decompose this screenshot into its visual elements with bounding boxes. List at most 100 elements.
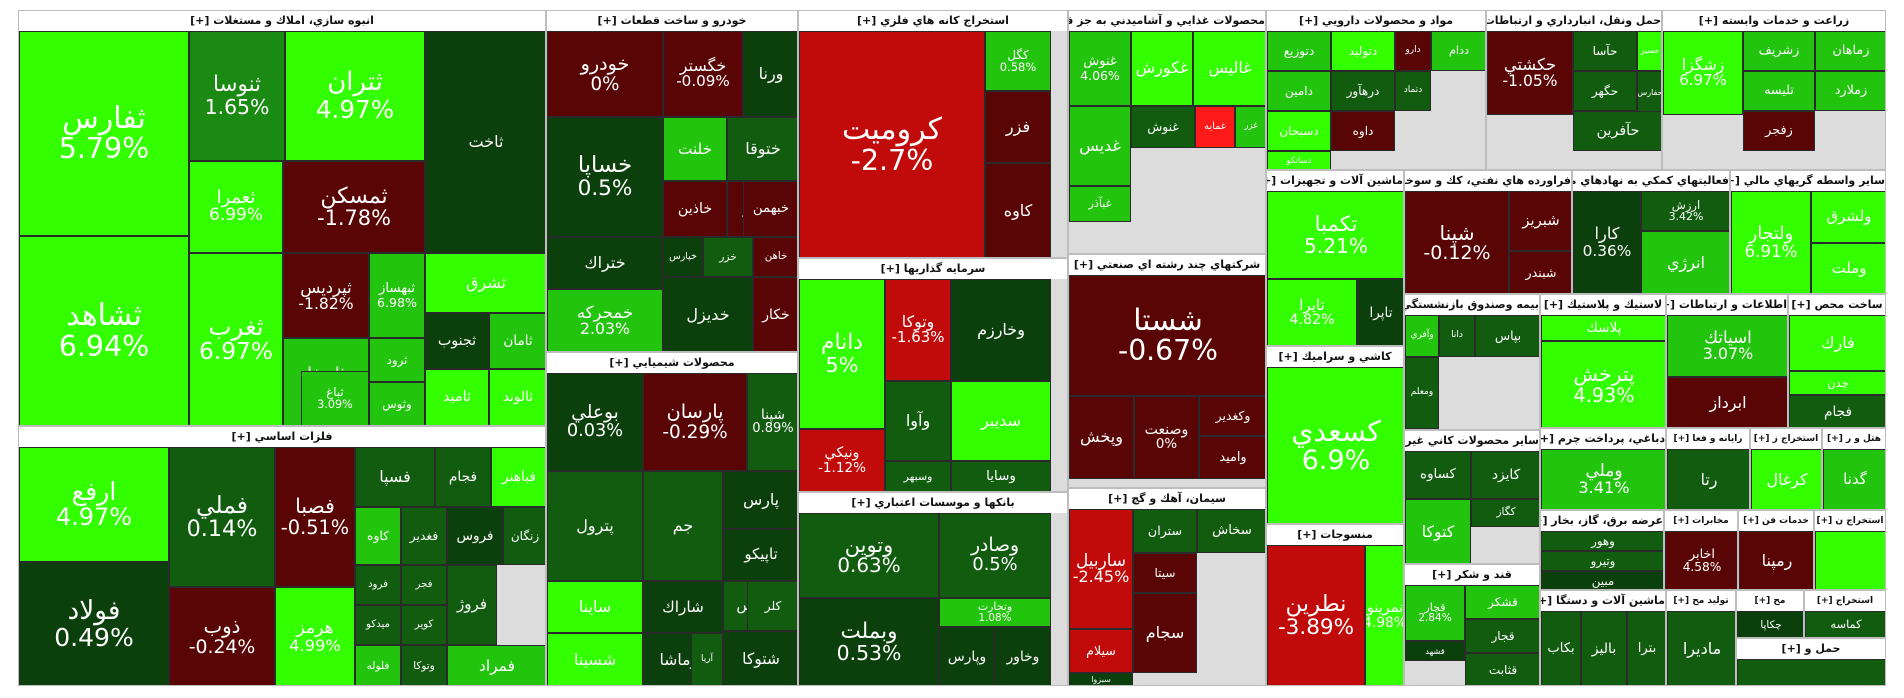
stock-tile[interactable]: ولشرق <box>1811 191 1885 243</box>
stock-tile[interactable]: پلاسك <box>1541 315 1665 341</box>
stock-tile[interactable]: دارو <box>1395 31 1431 71</box>
stock-tile[interactable]: غاليس <box>1193 31 1265 106</box>
stock-tile[interactable]: تايرا 4.82% <box>1267 279 1357 345</box>
sector-title[interactable]: قند و شكر [+] <box>1405 565 1539 585</box>
stock-tile[interactable]: شاراك <box>643 581 723 633</box>
stock-tile[interactable]: ومعلم <box>1405 357 1439 429</box>
stock-tile[interactable]: فباهنر <box>491 447 545 507</box>
sector-title[interactable]: محصولات غذايي و آشاميدني به جز قند [+] <box>1069 11 1265 31</box>
stock-tile[interactable]: ابرداز <box>1667 377 1787 427</box>
stock-tile[interactable]: شسينا <box>547 633 643 685</box>
stock-tile[interactable]: فرود <box>355 565 401 605</box>
stock-tile[interactable]: قشهد <box>1405 641 1465 661</box>
sector-title[interactable]: سرمايه گذاريها [+] <box>799 259 1067 279</box>
stock-tile[interactable]: پارس <box>723 471 797 529</box>
stock-tile[interactable]: غنوش 4.06% <box>1069 31 1131 106</box>
stock-tile[interactable]: ساينا <box>547 581 643 633</box>
sector-title[interactable]: كاشي و سراميك [+] <box>1267 347 1403 367</box>
stock-tile[interactable]: دتوليد <box>1331 31 1395 71</box>
stock-tile[interactable]: ثنوسا 1.65% <box>189 31 285 161</box>
stock-tile[interactable]: غمايه <box>1195 106 1235 148</box>
stock-tile[interactable]: باليز <box>1581 611 1627 685</box>
sector-title[interactable]: مح [+] <box>1737 591 1803 611</box>
stock-tile[interactable]: وهور <box>1541 531 1663 551</box>
stock-tile[interactable]: وتجارت 1.08% <box>939 598 1051 627</box>
stock-tile[interactable]: سجام <box>1133 593 1197 673</box>
stock-tile[interactable]: ثاميد <box>425 369 489 425</box>
stock-tile[interactable]: ثامان <box>489 313 545 369</box>
sector-title[interactable]: سيمان، آهك و گچ [+] <box>1069 489 1265 509</box>
stock-tile[interactable]: حآسا <box>1573 31 1637 71</box>
sector-title[interactable]: استخراج [+] <box>1805 591 1885 611</box>
stock-tile[interactable]: ثعمرا 6.99% <box>189 161 283 253</box>
stock-tile[interactable]: ثاخت <box>425 31 545 253</box>
stock-tile[interactable]: چكاپا <box>1737 611 1803 637</box>
stock-tile[interactable]: تكمبا 5.21% <box>1267 191 1403 279</box>
stock-tile[interactable]: كرغال <box>1751 449 1821 509</box>
stock-tile[interactable]: ثرود <box>369 338 425 382</box>
stock-tile[interactable]: اسياتك 3.07% <box>1667 315 1787 377</box>
stock-tile[interactable]: ارفع 4.97% <box>19 447 169 562</box>
stock-tile[interactable]: قثابت <box>1465 653 1539 685</box>
stock-tile[interactable]: فروس <box>447 507 503 565</box>
stock-tile[interactable]: تليسه <box>1743 71 1815 111</box>
stock-tile[interactable]: وبملت 0.53% <box>799 598 939 685</box>
stock-tile[interactable]: كوير <box>401 605 447 645</box>
stock-tile[interactable]: وصنعت 0% <box>1134 396 1199 479</box>
sector-title[interactable]: اطلاعات و ارتباطات [+] <box>1667 295 1787 315</box>
sector-title[interactable]: محصولات شيميايي [+] <box>547 353 797 373</box>
stock-tile[interactable]: وآفري <box>1405 315 1439 357</box>
stock-tile[interactable]: غنوش <box>1131 106 1195 148</box>
sector-title[interactable]: ماشين آلات و تجهيزات [+] <box>1267 171 1403 191</box>
stock-tile[interactable]: حفارس <box>1637 71 1661 115</box>
stock-tile[interactable]: كلر <box>747 581 797 631</box>
stock-tile[interactable]: شستا -0.67% <box>1069 275 1265 396</box>
stock-tile[interactable]: بپاس <box>1475 315 1539 357</box>
stock-tile[interactable]: شپنا -0.12% <box>1405 191 1509 293</box>
stock-tile[interactable]: ثجنوب <box>425 313 489 369</box>
sector-title[interactable]: ساير واسطه گريهاي مالي [+] <box>1731 171 1885 191</box>
stock-tile[interactable]: قچار 2.84% <box>1405 585 1465 641</box>
stock-tile[interactable]: خاهن <box>753 237 797 277</box>
stock-tile[interactable]: ستران <box>1133 509 1197 553</box>
stock-tile[interactable]: رمپنا <box>1739 531 1813 589</box>
stock-tile[interactable]: ثشاهد 6.94% <box>19 236 189 425</box>
stock-tile[interactable]: دتماد <box>1395 71 1431 111</box>
stock-tile[interactable]: وپخش <box>1069 396 1134 479</box>
stock-tile[interactable]: ونيكي -1.12% <box>799 429 885 491</box>
stock-tile[interactable] <box>1737 659 1885 685</box>
sector-title[interactable]: حمل ونقل، انبارداري و ارتباطات [+] <box>1487 11 1661 31</box>
stock-tile[interactable]: خودرو 0% <box>547 31 663 117</box>
stock-tile[interactable]: غبآذر <box>1069 186 1131 222</box>
sector-title[interactable]: فراورده هاي نفتي، كك و سوخت [+] <box>1405 171 1571 191</box>
stock-tile[interactable]: وكغدير <box>1199 396 1265 436</box>
stock-tile[interactable]: ختراك <box>547 237 663 289</box>
sector-title[interactable]: انبوه سازي، املاك و مستغلات [+] <box>19 11 545 31</box>
stock-tile[interactable]: فروژ <box>447 565 497 645</box>
stock-tile[interactable]: حكشتي -1.05% <box>1487 31 1573 115</box>
stock-tile[interactable]: هرمز 4.99% <box>275 587 355 685</box>
stock-tile[interactable]: وثوس <box>369 382 425 425</box>
stock-tile[interactable]: غكورش <box>1131 31 1193 106</box>
stock-tile[interactable]: ثبهساز 6.98% <box>369 253 425 338</box>
stock-tile[interactable]: ورنا <box>743 31 797 117</box>
stock-tile[interactable]: ثغرب 6.97% <box>189 253 283 425</box>
stock-tile[interactable]: سديبر <box>951 381 1051 461</box>
stock-tile[interactable]: كاوه <box>985 163 1051 257</box>
stock-tile[interactable]: ماديرا <box>1667 611 1735 685</box>
stock-tile[interactable]: وخارزم <box>951 279 1051 381</box>
sector-title[interactable]: ساير محصولات كاني غير [+] <box>1405 431 1539 451</box>
stock-tile[interactable]: فسپا <box>355 447 435 507</box>
sector-title[interactable]: حمل و [+] <box>1737 639 1885 659</box>
stock-tile[interactable]: حسير <box>1637 31 1661 71</box>
sector-title[interactable]: فعاليتهاي كمكي به نهادهاي مالي [+] <box>1573 171 1729 191</box>
stock-tile[interactable]: فجر <box>401 565 447 605</box>
stock-tile[interactable]: غديس <box>1069 106 1131 186</box>
stock-tile[interactable]: كگاز <box>1471 499 1539 527</box>
stock-tile[interactable]: خكار <box>753 277 797 351</box>
sector-title[interactable]: ماشين آلات و دستگا [+] <box>1541 591 1665 611</box>
stock-tile[interactable]: كارا 0.36% <box>1573 191 1641 293</box>
stock-tile[interactable]: پترول <box>547 471 643 581</box>
stock-tile[interactable]: خساپا 0.5% <box>547 117 663 237</box>
sector-title[interactable]: دباغي، پرداخت چرم [+] <box>1541 429 1665 449</box>
